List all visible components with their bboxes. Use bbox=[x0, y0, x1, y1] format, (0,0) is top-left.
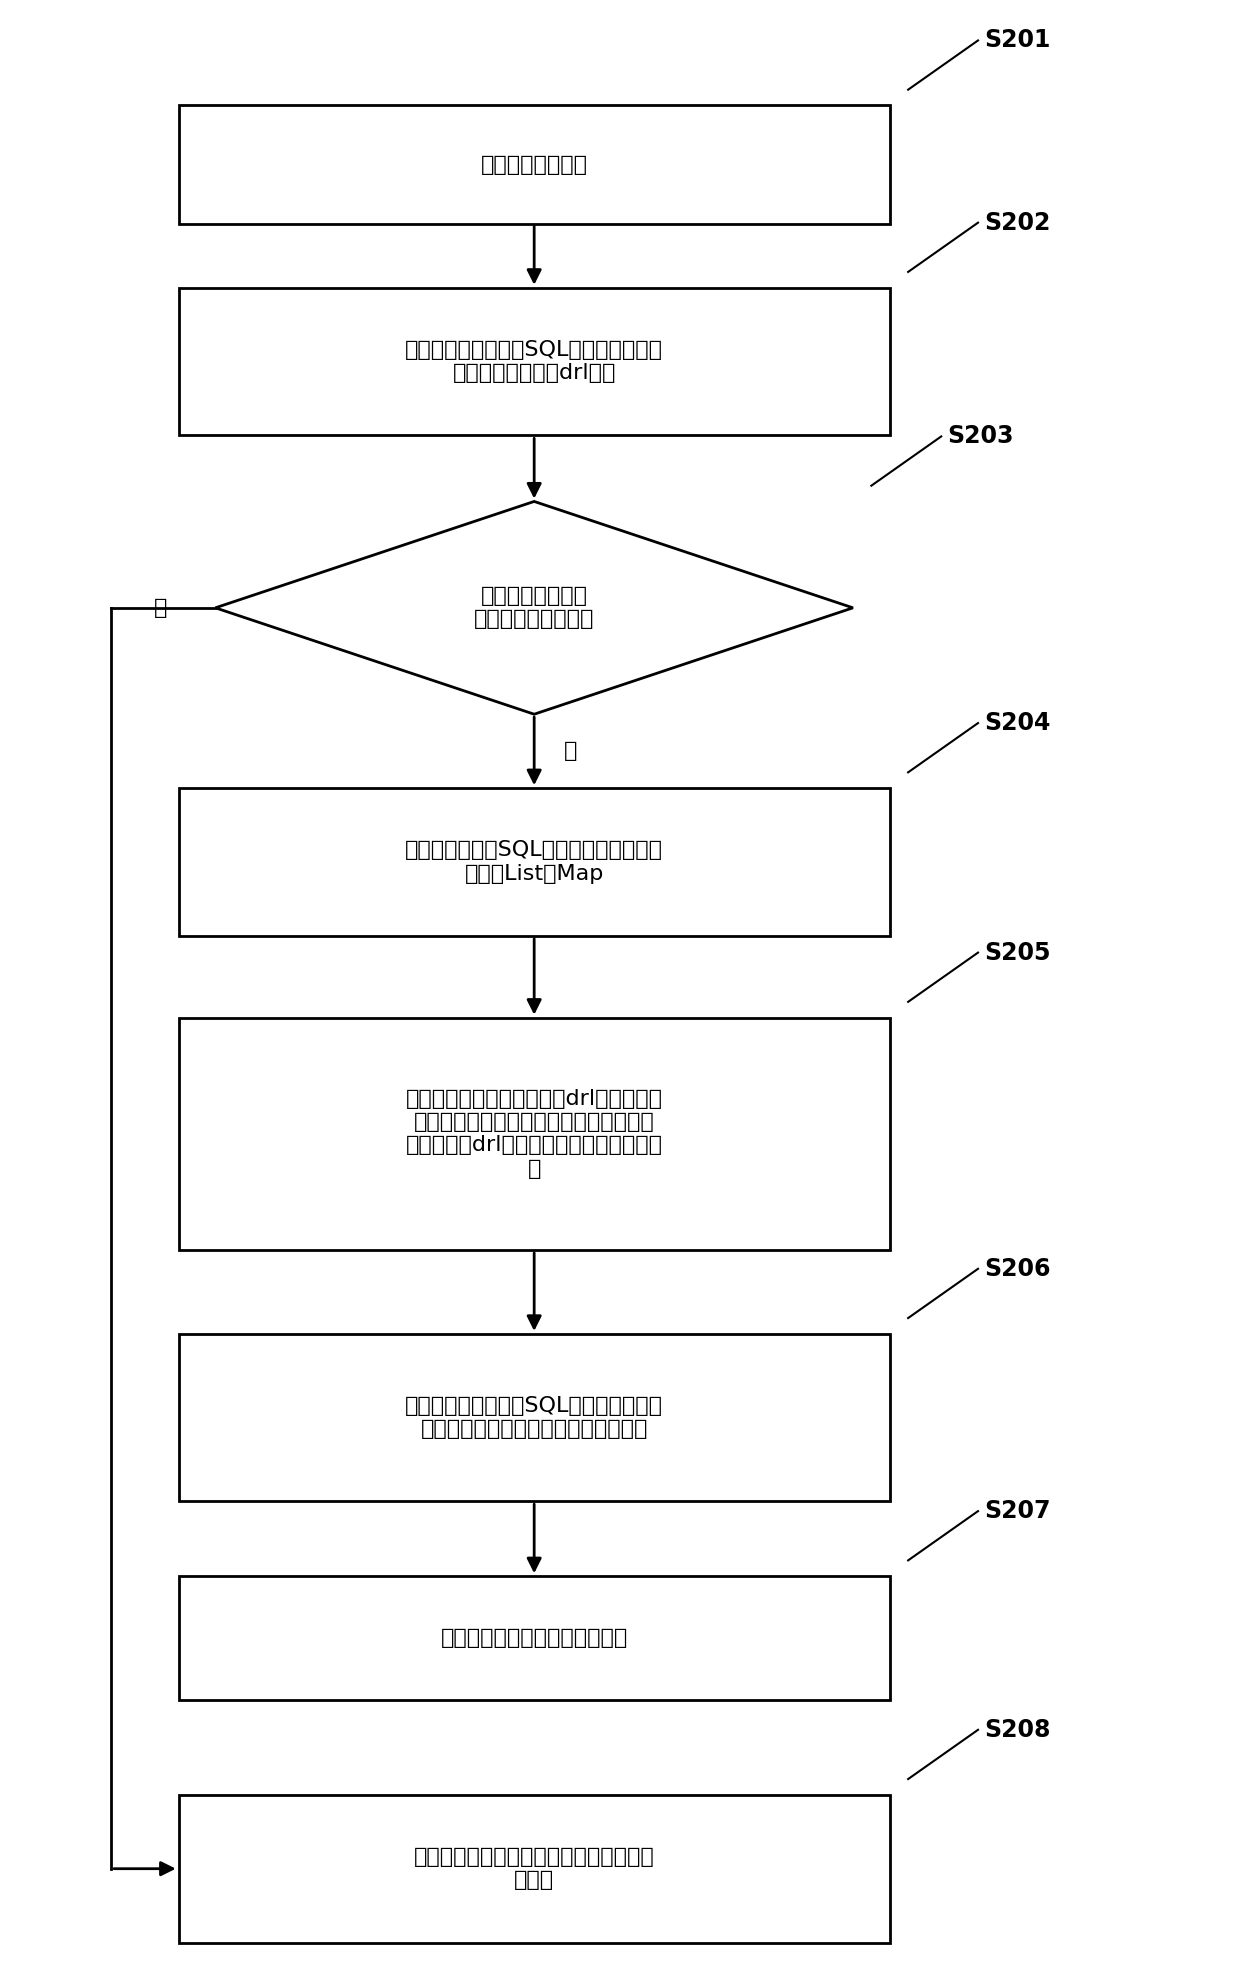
Text: 查询前置数据的SQL语句，并将前置数据
封装成List或Map: 查询前置数据的SQL语句，并将前置数据 封装成List或Map bbox=[405, 841, 663, 883]
Text: 停止计佣，并将提示有计佣失败的信息返
回界面: 停止计佣，并将提示有计佣失败的信息返 回界面 bbox=[414, 1847, 655, 1891]
Text: S205: S205 bbox=[985, 940, 1050, 964]
Polygon shape bbox=[216, 502, 853, 714]
Text: 查询后置数据配置的SQL语句，结合佣金
计算后得到的后置数据，执行数据落地: 查询后置数据配置的SQL语句，结合佣金 计算后得到的后置数据，执行数据落地 bbox=[405, 1397, 663, 1438]
Text: 将提示计佣成功的信息返回界面: 将提示计佣成功的信息返回界面 bbox=[440, 1629, 627, 1649]
Text: S202: S202 bbox=[985, 210, 1050, 234]
Text: S201: S201 bbox=[985, 28, 1050, 52]
Text: 否: 否 bbox=[154, 597, 167, 617]
Text: S203: S203 bbox=[947, 425, 1014, 448]
Text: 查询存储有佣金计算规则的drl文件，结合
前置数据中查询出的集合，在存储有佣金
计算规则的drl文件中按照需求维度进行汇
总: 查询存储有佣金计算规则的drl文件，结合 前置数据中查询出的集合，在存储有佣金 … bbox=[405, 1089, 662, 1178]
Bar bbox=[179, 1018, 890, 1250]
Bar bbox=[179, 788, 890, 936]
Text: S208: S208 bbox=[985, 1718, 1050, 1742]
Text: S206: S206 bbox=[985, 1256, 1050, 1282]
Text: S207: S207 bbox=[985, 1500, 1050, 1524]
Text: 验证预设数据表是
否符合数据核查规则: 验证预设数据表是 否符合数据核查规则 bbox=[474, 585, 594, 629]
Text: 是: 是 bbox=[564, 742, 578, 762]
Text: 获取佣金规则编码: 获取佣金规则编码 bbox=[481, 155, 588, 175]
Bar bbox=[179, 288, 890, 434]
Bar bbox=[179, 1333, 890, 1502]
Bar bbox=[179, 1575, 890, 1700]
Bar bbox=[179, 1796, 890, 1942]
Bar bbox=[179, 105, 890, 224]
Text: 查询用于核查数据的SQL语句，调用存储
有数据核查规则的drl文件: 查询用于核查数据的SQL语句，调用存储 有数据核查规则的drl文件 bbox=[405, 339, 663, 383]
Text: S204: S204 bbox=[985, 710, 1050, 736]
